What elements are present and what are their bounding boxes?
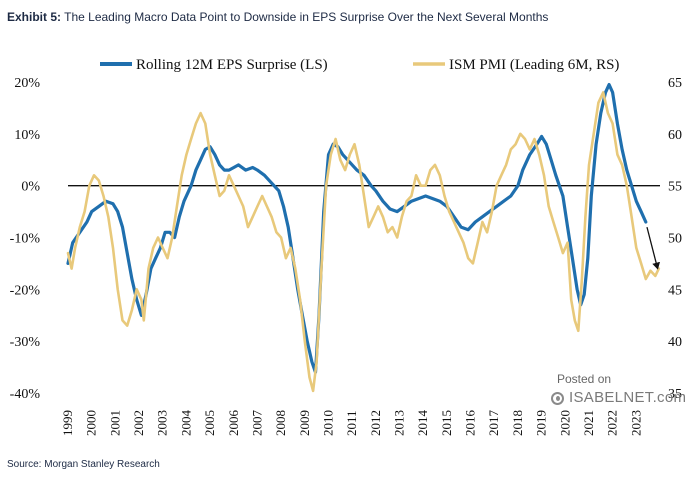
legend-label-eps: Rolling 12M EPS Surprise (LS) (136, 57, 328, 73)
x-tick-label: 2014 (415, 410, 430, 437)
isabelnet-logo-icon (551, 392, 564, 405)
x-tick-label: 2007 (249, 410, 264, 437)
y-left-tick-label: -10% (10, 232, 41, 247)
y-left-tick-label: -40% (10, 387, 41, 402)
exhibit-title-text: The Leading Macro Data Point to Downside… (64, 10, 549, 24)
x-tick-label: 2015 (439, 410, 454, 436)
y-left-tick-label: 0% (21, 180, 40, 195)
y-right-tick-label: 40 (668, 335, 682, 350)
y-left-tick-label: -30% (10, 335, 41, 350)
x-tick-label: 2011 (344, 410, 359, 436)
x-tick-label: 2019 (534, 410, 549, 436)
y-right-tick-label: 50 (668, 232, 682, 247)
downside-arrow-icon (646, 226, 661, 270)
x-tick-label: 2018 (510, 410, 525, 436)
x-tick-label: 2012 (368, 410, 383, 436)
x-tick-label: 2000 (84, 410, 99, 436)
y-left-tick-label: -20% (10, 283, 41, 298)
watermark: Posted on ISABELNET.com (545, 372, 687, 412)
exhibit-label: Exhibit 5: (7, 10, 62, 24)
exhibit-title: Exhibit 5: The Leading Macro Data Point … (7, 10, 548, 24)
x-tick-label: 2016 (463, 410, 478, 437)
y-right-tick-label: 55 (668, 180, 682, 195)
x-tick-label: 2002 (131, 410, 146, 436)
x-tick-label: 2005 (202, 410, 217, 436)
y-axis-left: 20% 10% 0% -10% -20% -30% -40% (10, 76, 41, 402)
source-note: Source: Morgan Stanley Research (7, 459, 160, 470)
watermark-posted: Posted on (557, 372, 612, 386)
x-tick-label: 2010 (320, 410, 335, 436)
x-tick-label: 1999 (60, 410, 75, 436)
x-tick-label: 2022 (605, 410, 620, 436)
x-tick-label: 2006 (226, 410, 241, 437)
legend: Rolling 12M EPS Surprise (LS) ISM PMI (Le… (100, 57, 619, 73)
x-tick-label: 2023 (628, 410, 643, 436)
x-axis: 1999 2000 2001 2002 2003 2004 2005 2006 2007 2008… (60, 410, 643, 437)
x-tick-label: 2020 (557, 410, 572, 436)
y-right-tick-label: 60 (668, 128, 682, 143)
y-right-tick-label: 65 (668, 76, 682, 91)
ism-pmi-series-line (66, 91, 661, 393)
x-tick-label: 2008 (273, 410, 288, 436)
y-left-tick-label: 10% (14, 128, 40, 143)
x-tick-label: 2017 (486, 410, 501, 437)
x-tick-label: 2009 (297, 410, 312, 436)
y-right-tick-label: 45 (668, 283, 682, 298)
x-tick-label: 2001 (107, 410, 122, 436)
y-left-tick-label: 20% (14, 76, 40, 91)
x-tick-label: 2003 (155, 410, 170, 436)
y-axis-right: 65 60 55 50 45 40 35 (668, 76, 682, 402)
x-tick-label: 2013 (392, 410, 407, 436)
x-tick-label: 2004 (178, 410, 193, 437)
legend-label-ism: ISM PMI (Leading 6M, RS) (449, 57, 619, 73)
watermark-site: ISABELNET.com (569, 389, 687, 406)
y-right-tick-label: 35 (668, 387, 682, 402)
x-tick-label: 2021 (581, 410, 596, 436)
eps-surprise-series-line (66, 83, 648, 374)
plot-area (66, 83, 661, 393)
